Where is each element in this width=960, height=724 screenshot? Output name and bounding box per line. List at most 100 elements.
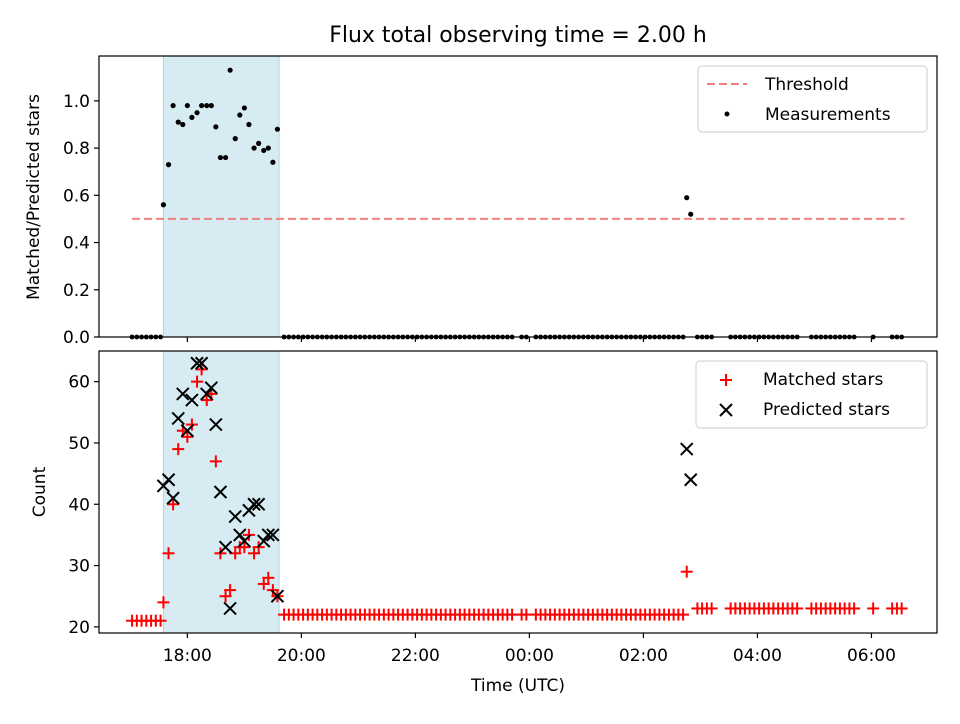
matched-star-point xyxy=(167,498,180,511)
matched-star-point xyxy=(680,565,693,578)
matched-baseline-point xyxy=(895,602,908,615)
bottom-y-tick-label: 40 xyxy=(68,495,90,515)
measurement-point xyxy=(246,121,252,128)
top-highlight-span xyxy=(162,55,280,338)
top-y-axis: 0.0 0.2 0.4 0.6 0.8 1.0 xyxy=(63,92,99,348)
measurement-point xyxy=(270,159,276,165)
matched-star-point xyxy=(242,528,255,541)
bottom-y-tick-label: 60 xyxy=(68,373,90,393)
bottom-legend: Matched stars Predicted stars xyxy=(695,360,928,429)
top-x-ticks xyxy=(186,337,873,342)
predicted-star-point xyxy=(161,473,176,487)
x-axis-label: Time (UTC) xyxy=(470,676,565,696)
top-y-tick-label: 0.0 xyxy=(63,328,90,348)
matched-baseline-point xyxy=(705,602,718,615)
predicted-star-point xyxy=(218,540,233,554)
predicted-star-point xyxy=(180,423,195,438)
predicted-star-point xyxy=(171,411,185,426)
x-tick-label: 00:00 xyxy=(505,646,554,666)
bottom-y-axis-label: Count xyxy=(30,466,50,517)
top-panel: 0.0 0.2 0.4 0.6 0.8 1.0 Matched/Predicted sta… xyxy=(24,55,938,348)
matched-baseline-point xyxy=(867,602,880,615)
measurement-point xyxy=(688,211,694,217)
measurement-point xyxy=(241,105,247,111)
predicted-star-point xyxy=(209,417,223,432)
matched-star-point xyxy=(209,455,222,468)
x-tick-label: 18:00 xyxy=(163,646,212,666)
predicted-star-point xyxy=(680,442,694,456)
bottom-y-axis: 20 30 40 50 60 xyxy=(68,373,99,638)
measurement-point xyxy=(160,202,167,208)
chart-title: Flux total observing time = 2.00 h xyxy=(329,23,707,48)
measurement-point xyxy=(222,154,229,161)
legend-measurements-label: Measurements xyxy=(765,105,891,125)
matched-star-point xyxy=(224,584,237,597)
predicted-star-point xyxy=(194,356,209,370)
legend-matched-swatch xyxy=(720,374,732,386)
matched-baseline-point xyxy=(791,602,804,615)
measurement-point xyxy=(189,114,195,120)
measurement-point xyxy=(227,67,233,73)
measurement-point xyxy=(175,119,181,125)
matched-star-point xyxy=(238,541,251,554)
measurement-point xyxy=(684,195,690,201)
bottom-baseline-points xyxy=(126,602,908,627)
measurement-point xyxy=(274,126,281,132)
count-points xyxy=(156,356,698,616)
predicted-star-point xyxy=(247,497,261,511)
legend-threshold-label: Threshold xyxy=(764,75,849,95)
predicted-star-point xyxy=(176,387,190,401)
measurement-point xyxy=(261,147,267,154)
measurement-point xyxy=(170,102,176,109)
legend-predicted-label: Predicted stars xyxy=(763,400,890,420)
matched-star-point xyxy=(262,571,275,584)
bottom-y-tick-label: 50 xyxy=(68,434,90,454)
measurement-point xyxy=(180,121,186,128)
measurement-point xyxy=(208,102,214,109)
matched-star-point xyxy=(157,596,170,609)
measurement-point xyxy=(217,154,224,161)
matched-star-point xyxy=(172,443,185,456)
bottom-legend-box xyxy=(695,360,928,429)
predicted-star-point xyxy=(684,473,698,487)
x-tick-label: 06:00 xyxy=(847,646,896,666)
top-y-tick-label: 1.0 xyxy=(63,92,90,112)
matched-star-point xyxy=(266,584,279,597)
matched-star-point xyxy=(195,363,208,376)
bottom-y-tick-label: 20 xyxy=(68,618,90,638)
top-y-tick-label: 0.4 xyxy=(63,234,90,254)
matched-star-point xyxy=(191,375,204,388)
measurement-point xyxy=(204,102,210,109)
top-y-tick-label: 0.8 xyxy=(63,139,90,159)
measurement-point xyxy=(256,140,262,146)
predicted-star-point xyxy=(257,534,271,548)
matched-baseline-point xyxy=(154,614,167,627)
predicted-star-point xyxy=(251,497,266,511)
predicted-star-point xyxy=(204,381,219,395)
predicted-star-point xyxy=(270,589,285,603)
x-tick-label: 02:00 xyxy=(619,646,668,666)
x-tick-label: 20:00 xyxy=(277,646,326,666)
matched-star-point xyxy=(200,394,213,407)
x-tick-label: 22:00 xyxy=(391,646,440,666)
predicted-star-point xyxy=(213,485,228,499)
predicted-star-point xyxy=(185,393,199,407)
predicted-star-point xyxy=(261,528,276,542)
top-legend-box xyxy=(697,65,928,133)
measurement-point xyxy=(237,112,243,118)
bottom-plot-frame xyxy=(98,350,938,634)
matched-star-point xyxy=(257,577,270,590)
predicted-star-point xyxy=(190,356,204,370)
top-y-tick-label: 0.6 xyxy=(63,186,90,206)
top-y-axis-label: Matched/Predicted stars xyxy=(24,94,44,300)
matched-baseline-point xyxy=(848,602,861,615)
measurement-point xyxy=(165,162,172,168)
measurement-point xyxy=(251,145,257,151)
measurement-point xyxy=(199,102,205,109)
matched-star-point xyxy=(162,547,175,560)
measurement-point xyxy=(232,136,238,142)
matched-star-point xyxy=(248,547,261,560)
measurement-point xyxy=(194,110,200,116)
predicted-star-point xyxy=(228,509,242,524)
